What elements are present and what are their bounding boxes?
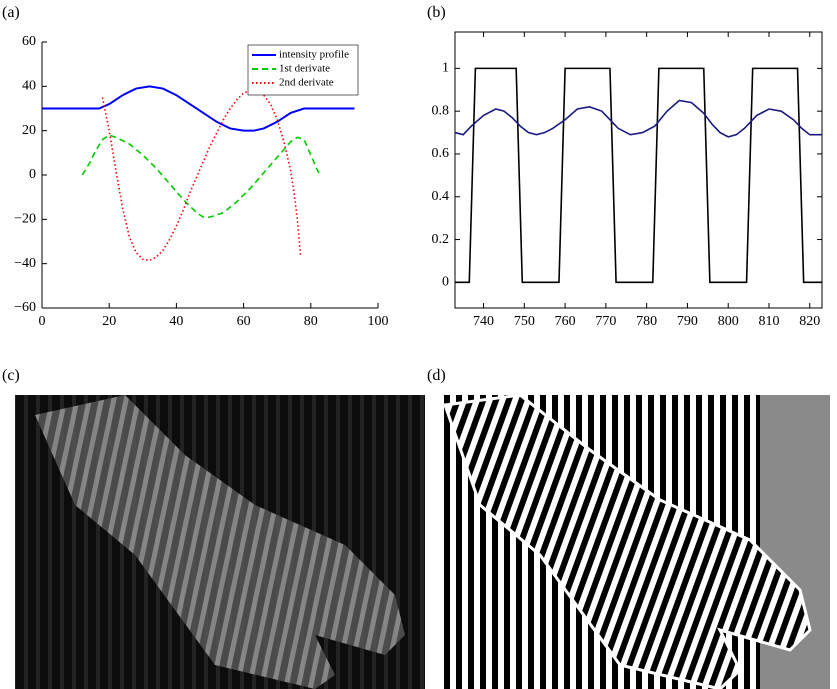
x-tick-label: 750 — [514, 314, 535, 329]
panel-label: (b) — [427, 4, 446, 21]
series-line — [454, 99, 822, 138]
photo-c — [15, 395, 425, 689]
panel-label: (c) — [2, 367, 20, 384]
panel-label: (a) — [2, 4, 20, 21]
y-tick-label: 0.8 — [432, 103, 450, 118]
x-tick-label: 810 — [758, 314, 779, 329]
y-tick-label: −40 — [14, 256, 36, 271]
x-tick-label: 0 — [39, 314, 46, 329]
y-tick-label: 0.2 — [432, 232, 450, 247]
legend-box — [247, 44, 359, 96]
series-line — [455, 67, 822, 284]
y-tick-label: 1 — [442, 61, 449, 76]
y-tick-label: 20 — [22, 123, 36, 138]
y-tick-label: −20 — [14, 212, 36, 227]
x-tick-label: 790 — [677, 314, 698, 329]
y-tick-label: 0 — [442, 275, 449, 290]
x-tick-label: 40 — [169, 314, 183, 329]
legend: intensity profile 1st derivate 2nd derivat… — [247, 44, 359, 96]
x-tick-label: 60 — [237, 314, 251, 329]
x-tick-label: 780 — [636, 314, 657, 329]
x-tick-label: 100 — [368, 314, 389, 329]
x-tick-label: 800 — [718, 314, 739, 329]
y-tick-label: 0.6 — [432, 146, 450, 161]
photo-d — [440, 393, 830, 689]
y-tick-label: 0 — [29, 167, 36, 182]
legend-label: 1st derivate — [279, 63, 330, 75]
legend-label: intensity profile — [279, 49, 349, 61]
axes-box — [454, 31, 823, 309]
legend-label: 2nd derivate — [279, 77, 334, 89]
x-tick-label: 740 — [473, 314, 494, 329]
series-line — [42, 85, 355, 132]
panel-label: (d) — [427, 367, 446, 384]
y-tick-label: 60 — [22, 34, 36, 49]
x-tick-label: 770 — [595, 314, 616, 329]
x-tick-label: 760 — [555, 314, 576, 329]
x-tick-label: 80 — [304, 314, 318, 329]
y-tick-label: 40 — [22, 79, 36, 94]
x-tick-label: 820 — [799, 314, 820, 329]
series-line — [81, 134, 322, 218]
x-tick-label: 20 — [102, 314, 116, 329]
y-tick-label: −60 — [14, 300, 36, 315]
y-tick-label: 0.4 — [432, 189, 450, 204]
series-line — [101, 89, 302, 262]
